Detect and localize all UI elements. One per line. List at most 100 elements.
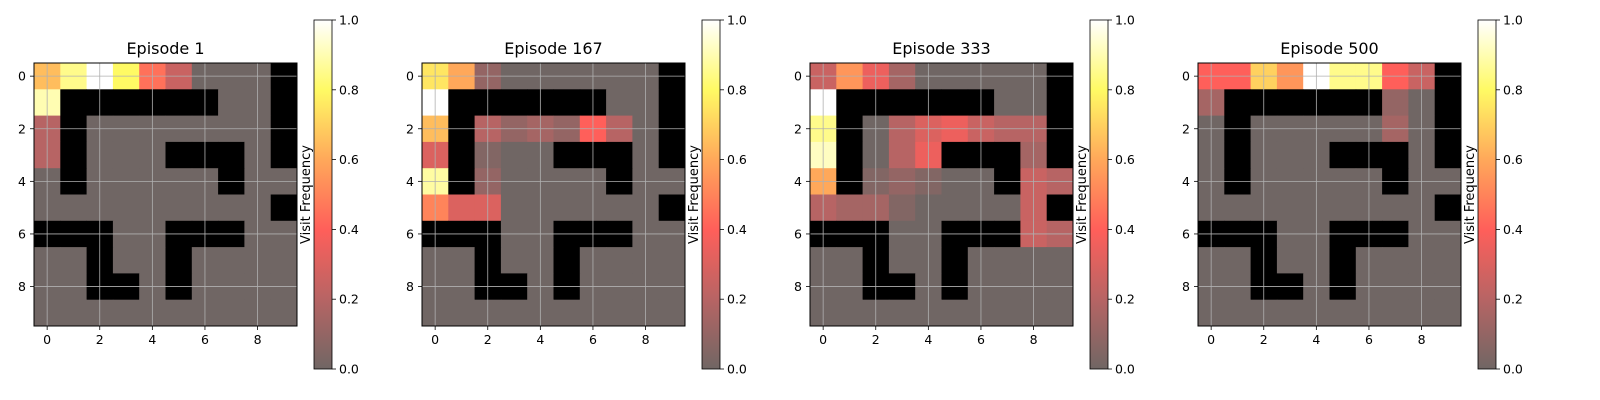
y-tick-label: 2 bbox=[1182, 121, 1190, 136]
visit-cell bbox=[112, 194, 140, 222]
y-tick-label: 0 bbox=[406, 69, 414, 84]
wall-cell bbox=[270, 89, 298, 116]
wall-cell bbox=[606, 141, 633, 169]
axes-frame bbox=[809, 62, 1074, 327]
visit-cell bbox=[606, 247, 633, 274]
colorbar bbox=[701, 19, 721, 370]
colorbar-label: Visit Frequency bbox=[299, 145, 314, 244]
visit-cell bbox=[658, 247, 686, 274]
colorbar-tick-label: 0.8 bbox=[1115, 82, 1135, 97]
x-tick-label: 0 bbox=[1207, 332, 1215, 347]
wall-cell bbox=[1434, 89, 1462, 116]
x-tick-label: 8 bbox=[1418, 332, 1426, 347]
visit-cell bbox=[994, 247, 1021, 274]
wall-cell bbox=[60, 141, 87, 169]
visit-cell bbox=[60, 194, 87, 222]
colorbar bbox=[313, 19, 333, 370]
visit-cell bbox=[888, 194, 916, 222]
visit-cell bbox=[994, 299, 1021, 327]
x-tick-label: 4 bbox=[536, 332, 544, 347]
y-tick-label: 0 bbox=[794, 69, 802, 84]
axes-frame bbox=[33, 62, 298, 327]
wall-cell bbox=[658, 141, 686, 169]
visit-cell bbox=[112, 247, 140, 274]
visit-cell bbox=[888, 141, 916, 169]
visit-cell bbox=[270, 247, 298, 274]
visit-cell bbox=[1046, 247, 1074, 274]
visit-cell bbox=[1046, 299, 1074, 327]
heatmap-panel-4: Episode 500 0 2 4 6 8 0 2 4 6 8 0.0 0.2 0.4 0.6 0.8 1.0 V… bbox=[1182, 13, 1523, 377]
x-tick-label: 8 bbox=[254, 332, 262, 347]
colorbar-tick-label: 0.2 bbox=[1115, 292, 1135, 307]
visit-cell bbox=[1276, 141, 1304, 169]
wall-cell bbox=[1276, 89, 1304, 116]
visit-cell bbox=[1382, 247, 1409, 274]
visit-cell bbox=[218, 194, 245, 222]
x-tick-label: 2 bbox=[484, 332, 492, 347]
colorbar-tick-label: 0.8 bbox=[339, 82, 359, 97]
wall-cell bbox=[553, 247, 581, 274]
visit-cell bbox=[1329, 299, 1357, 327]
colorbar-tick-label: 0.8 bbox=[727, 82, 747, 97]
x-tick-label: 6 bbox=[201, 332, 209, 347]
x-tick-label: 4 bbox=[1312, 332, 1320, 347]
wall-cell bbox=[836, 141, 863, 169]
visit-cell bbox=[500, 299, 528, 327]
colorbar-tick-label: 0.0 bbox=[1115, 362, 1135, 377]
visit-cell bbox=[606, 194, 633, 222]
visit-cell bbox=[836, 194, 863, 222]
visit-cell bbox=[1224, 194, 1251, 222]
colorbar-tick-label: 0.6 bbox=[339, 152, 359, 167]
wall-cell bbox=[553, 141, 581, 169]
y-tick-label: 6 bbox=[1182, 226, 1190, 241]
wall-cell bbox=[658, 89, 686, 116]
wall-cell bbox=[1434, 141, 1462, 169]
y-tick-label: 6 bbox=[794, 226, 802, 241]
visit-cell bbox=[606, 89, 633, 116]
colorbar-tick-label: 0.6 bbox=[1503, 152, 1523, 167]
colorbar-label: Visit Frequency bbox=[687, 145, 702, 244]
visit-cell bbox=[606, 299, 633, 327]
y-tick-label: 6 bbox=[18, 226, 26, 241]
wall-cell bbox=[1046, 194, 1074, 222]
heatmap-panel-3: Episode 333 0 2 4 6 8 0 2 4 6 8 0.0 0.2 0.4 0.6 0.8 1.0 V… bbox=[794, 13, 1135, 377]
colorbar-tick-label: 0.8 bbox=[1503, 82, 1523, 97]
visit-cell bbox=[165, 299, 193, 327]
wall-cell bbox=[500, 89, 528, 116]
wall-cell bbox=[1046, 89, 1074, 116]
visit-cell bbox=[112, 299, 140, 327]
wall-cell bbox=[1329, 141, 1357, 169]
axes-frame bbox=[1197, 62, 1462, 327]
colorbar-tick-label: 1.0 bbox=[1503, 13, 1523, 28]
heatmap-panel-2: Episode 167 0 2 4 6 8 0 2 4 6 8 0.0 0.2 0.4 0.6 0.8 1.0 V… bbox=[406, 13, 747, 377]
visit-cell bbox=[888, 299, 916, 327]
visit-cell bbox=[500, 141, 528, 169]
x-tick-label: 2 bbox=[872, 332, 880, 347]
wall-cell bbox=[888, 89, 916, 116]
y-tick-label: 2 bbox=[18, 121, 26, 136]
wall-cell bbox=[994, 141, 1021, 169]
y-tick-label: 0 bbox=[18, 69, 26, 84]
wall-cell bbox=[1224, 89, 1251, 116]
visit-cell bbox=[994, 89, 1021, 116]
colorbar-tick-label: 0.4 bbox=[1115, 222, 1135, 237]
visit-cell bbox=[1382, 89, 1409, 116]
colorbar-tick-label: 0.4 bbox=[727, 222, 747, 237]
wall-cell bbox=[1046, 141, 1074, 169]
colorbar-tick-label: 0.2 bbox=[727, 292, 747, 307]
colorbar-tick-label: 0.6 bbox=[727, 152, 747, 167]
colorbar-tick-label: 1.0 bbox=[1115, 13, 1135, 28]
y-tick-label: 2 bbox=[794, 121, 802, 136]
panel-title: Episode 1 bbox=[126, 39, 204, 58]
wall-cell bbox=[448, 141, 475, 169]
y-tick-label: 4 bbox=[406, 174, 414, 189]
x-tick-label: 8 bbox=[642, 332, 650, 347]
visit-cell bbox=[60, 299, 87, 327]
visit-cell bbox=[658, 299, 686, 327]
x-tick-label: 4 bbox=[148, 332, 156, 347]
colorbar-tick-label: 0.2 bbox=[339, 292, 359, 307]
colorbar-tick-label: 0.6 bbox=[1115, 152, 1135, 167]
heatmap-panel-1: Episode 1 0 2 4 6 8 0 2 4 6 8 0.0 0.2 0.4 0.6 0.8 1.0 Vis… bbox=[18, 13, 359, 377]
colorbar-tick-label: 1.0 bbox=[339, 13, 359, 28]
panel-title: Episode 333 bbox=[892, 39, 990, 58]
